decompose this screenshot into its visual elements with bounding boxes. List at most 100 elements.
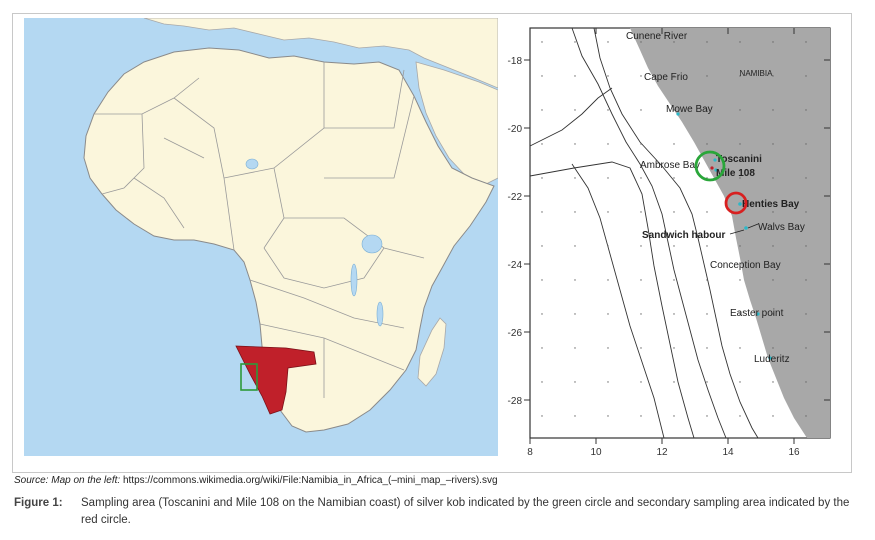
y-axis: -18 -20 -22 -24 -26 -28 (508, 56, 830, 407)
walvis-bay-leader (747, 223, 759, 229)
place-label-conception-bay: Conception Bay (710, 260, 781, 271)
secondary-sampling-circle (724, 191, 748, 215)
grid-dot (706, 381, 708, 383)
grid-dot (772, 245, 774, 247)
grid-dot (805, 109, 807, 111)
grid-dot (574, 143, 576, 145)
place-label-ambrose-bay: Ambrose Bay (640, 160, 700, 171)
grid-dot (706, 211, 708, 213)
grid-dot (706, 75, 708, 77)
namibia-highlight (235, 345, 317, 415)
grid-dot (805, 211, 807, 213)
grid-dot (541, 41, 543, 43)
grid-dot (640, 279, 642, 281)
grid-dot (574, 381, 576, 383)
grid-dot (673, 75, 675, 77)
grid-dot (640, 177, 642, 179)
x-tick-label: 8 (527, 447, 533, 458)
grid-dot (640, 245, 642, 247)
grid-dot (673, 177, 675, 179)
africa-map (24, 18, 498, 456)
place-label-cunene-river: Cunene River (626, 31, 688, 42)
country-label: NAMIBIA (740, 69, 774, 78)
europe-landmass (143, 18, 498, 89)
toscanini-marker (710, 166, 714, 170)
grid-dot (805, 313, 807, 315)
grid-dot (541, 75, 543, 77)
grid-dot (673, 381, 675, 383)
grid-dot (739, 347, 741, 349)
grid-dot (772, 75, 774, 77)
grid-dot (706, 415, 708, 417)
grid-dot (772, 381, 774, 383)
grid-dot (607, 41, 609, 43)
grid-dot (706, 279, 708, 281)
grid-dot (574, 109, 576, 111)
grid-dot (673, 347, 675, 349)
x-axis: 8 10 12 14 16 (527, 28, 800, 458)
lake-tanganyika (350, 263, 358, 297)
source-line: Source: Map on the left: https://commons… (14, 475, 498, 486)
grid-dot (739, 415, 741, 417)
grid-dot (640, 109, 642, 111)
grid-dot (541, 347, 543, 349)
grid-dot (739, 75, 741, 77)
grid-dot (574, 347, 576, 349)
grid-dot (574, 245, 576, 247)
madagascar (417, 317, 447, 387)
grid-dot (772, 177, 774, 179)
grid-dot (772, 211, 774, 213)
place-label-easter-point: Easter point (730, 308, 784, 319)
grid-dot (574, 211, 576, 213)
place-label-henties-bay: Henties Bay (742, 199, 800, 210)
x-tick-label: 12 (656, 447, 668, 458)
grid-dot (574, 415, 576, 417)
grid-dot (805, 347, 807, 349)
grid-dot (541, 415, 543, 417)
place-label-cape-frio: Cape Frio (644, 72, 688, 83)
grid-dot (673, 211, 675, 213)
grid-dot (640, 415, 642, 417)
grid-dot (673, 245, 675, 247)
source-prefix: Source: Map on the left: (14, 475, 121, 486)
grid-dot (772, 347, 774, 349)
grid-dot (607, 415, 609, 417)
grid-dot (607, 313, 609, 315)
grid-dot (739, 109, 741, 111)
grid-dot (772, 415, 774, 417)
grid-dot (706, 313, 708, 315)
grid-dot (607, 211, 609, 213)
grid-dot (640, 143, 642, 145)
grid-dot (805, 381, 807, 383)
place-label-toscanini: Toscanini (716, 154, 762, 165)
y-tick-label: -26 (508, 328, 523, 339)
grid-dot (673, 143, 675, 145)
x-tick-label: 16 (788, 447, 800, 458)
grid-dot (673, 415, 675, 417)
grid-dot (607, 279, 609, 281)
grid-dot (640, 313, 642, 315)
y-tick-label: -28 (508, 396, 523, 407)
lake-victoria (361, 234, 383, 254)
grid-dot (739, 143, 741, 145)
y-tick-label: -22 (508, 192, 523, 203)
place-label-mowe-bay: Mowe Bay (666, 104, 713, 115)
place-label-mile-108: Mile 108 (716, 168, 755, 179)
sampling-area-box (240, 363, 258, 391)
grid-dot (640, 75, 642, 77)
grid-dot (805, 75, 807, 77)
figure-caption: Figure 1: Sampling area (Toscanini and M… (14, 495, 854, 529)
grid-dot (805, 279, 807, 281)
place-label-luderitz: Luderitz (754, 354, 790, 365)
grid-dot (673, 109, 675, 111)
place-label-walvis-bay: Walvs Bay (758, 222, 805, 233)
y-tick-label: -24 (508, 260, 523, 271)
grid-dot (607, 143, 609, 145)
grid-dot (739, 313, 741, 315)
grid-dot (706, 245, 708, 247)
grid-dot (772, 279, 774, 281)
grid-dot (805, 177, 807, 179)
grid-dot (607, 109, 609, 111)
grid-dot (607, 75, 609, 77)
source-url[interactable]: https://commons.wikimedia.org/wiki/File:… (122, 475, 498, 486)
